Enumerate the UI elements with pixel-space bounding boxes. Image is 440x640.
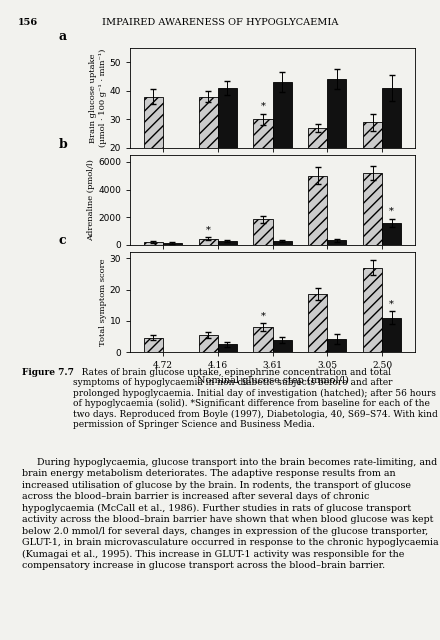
Text: During hypoglycaemia, glucose transport into the brain becomes rate-limiting, an: During hypoglycaemia, glucose transport … bbox=[22, 458, 439, 570]
Bar bbox=[163, 243, 182, 245]
Bar bbox=[382, 88, 401, 205]
Y-axis label: Brain glucose uptake
(µmol · 100 g⁻¹ · min⁻¹): Brain glucose uptake (µmol · 100 g⁻¹ · m… bbox=[89, 49, 106, 147]
Text: *: * bbox=[260, 102, 265, 111]
Bar bbox=[363, 173, 382, 245]
Bar bbox=[382, 317, 401, 352]
Text: IMPAIRED AWARENESS OF HYPOGLYCAEMIA: IMPAIRED AWARENESS OF HYPOGLYCAEMIA bbox=[102, 18, 338, 27]
Bar bbox=[253, 327, 272, 352]
Bar bbox=[272, 241, 292, 245]
Bar bbox=[272, 340, 292, 352]
Bar bbox=[144, 338, 163, 352]
Bar bbox=[198, 239, 218, 245]
Bar bbox=[144, 242, 163, 245]
Bar bbox=[327, 240, 346, 245]
Y-axis label: Total symptom score: Total symptom score bbox=[99, 259, 106, 346]
Text: 156: 156 bbox=[18, 18, 38, 27]
Text: *: * bbox=[389, 300, 394, 308]
Bar bbox=[327, 339, 346, 352]
Text: *: * bbox=[205, 225, 210, 234]
Text: c: c bbox=[59, 234, 66, 247]
Bar bbox=[218, 344, 237, 352]
Bar bbox=[327, 79, 346, 205]
Bar bbox=[218, 88, 237, 205]
Bar bbox=[253, 120, 272, 205]
Text: Figure 7.7: Figure 7.7 bbox=[22, 368, 74, 377]
X-axis label: Nominal glucose step (mmol/l): Nominal glucose step (mmol/l) bbox=[197, 376, 348, 385]
Bar bbox=[308, 294, 327, 352]
Bar bbox=[382, 223, 401, 245]
Text: a: a bbox=[59, 30, 67, 43]
Text: *: * bbox=[389, 207, 394, 216]
Bar bbox=[218, 241, 237, 245]
Text: b: b bbox=[59, 138, 67, 150]
Bar bbox=[144, 97, 163, 205]
Bar bbox=[272, 83, 292, 205]
Text: *: * bbox=[260, 311, 265, 320]
Bar bbox=[363, 122, 382, 205]
Bar bbox=[198, 335, 218, 352]
Bar bbox=[308, 128, 327, 205]
Bar bbox=[253, 220, 272, 245]
Text: Rates of brain glucose uptake, epinephrine concentration and total symptoms of h: Rates of brain glucose uptake, epinephri… bbox=[73, 368, 437, 429]
Bar bbox=[308, 176, 327, 245]
Bar bbox=[198, 97, 218, 205]
Y-axis label: Adrenaline (pmol/l): Adrenaline (pmol/l) bbox=[87, 159, 95, 241]
Bar bbox=[363, 268, 382, 352]
